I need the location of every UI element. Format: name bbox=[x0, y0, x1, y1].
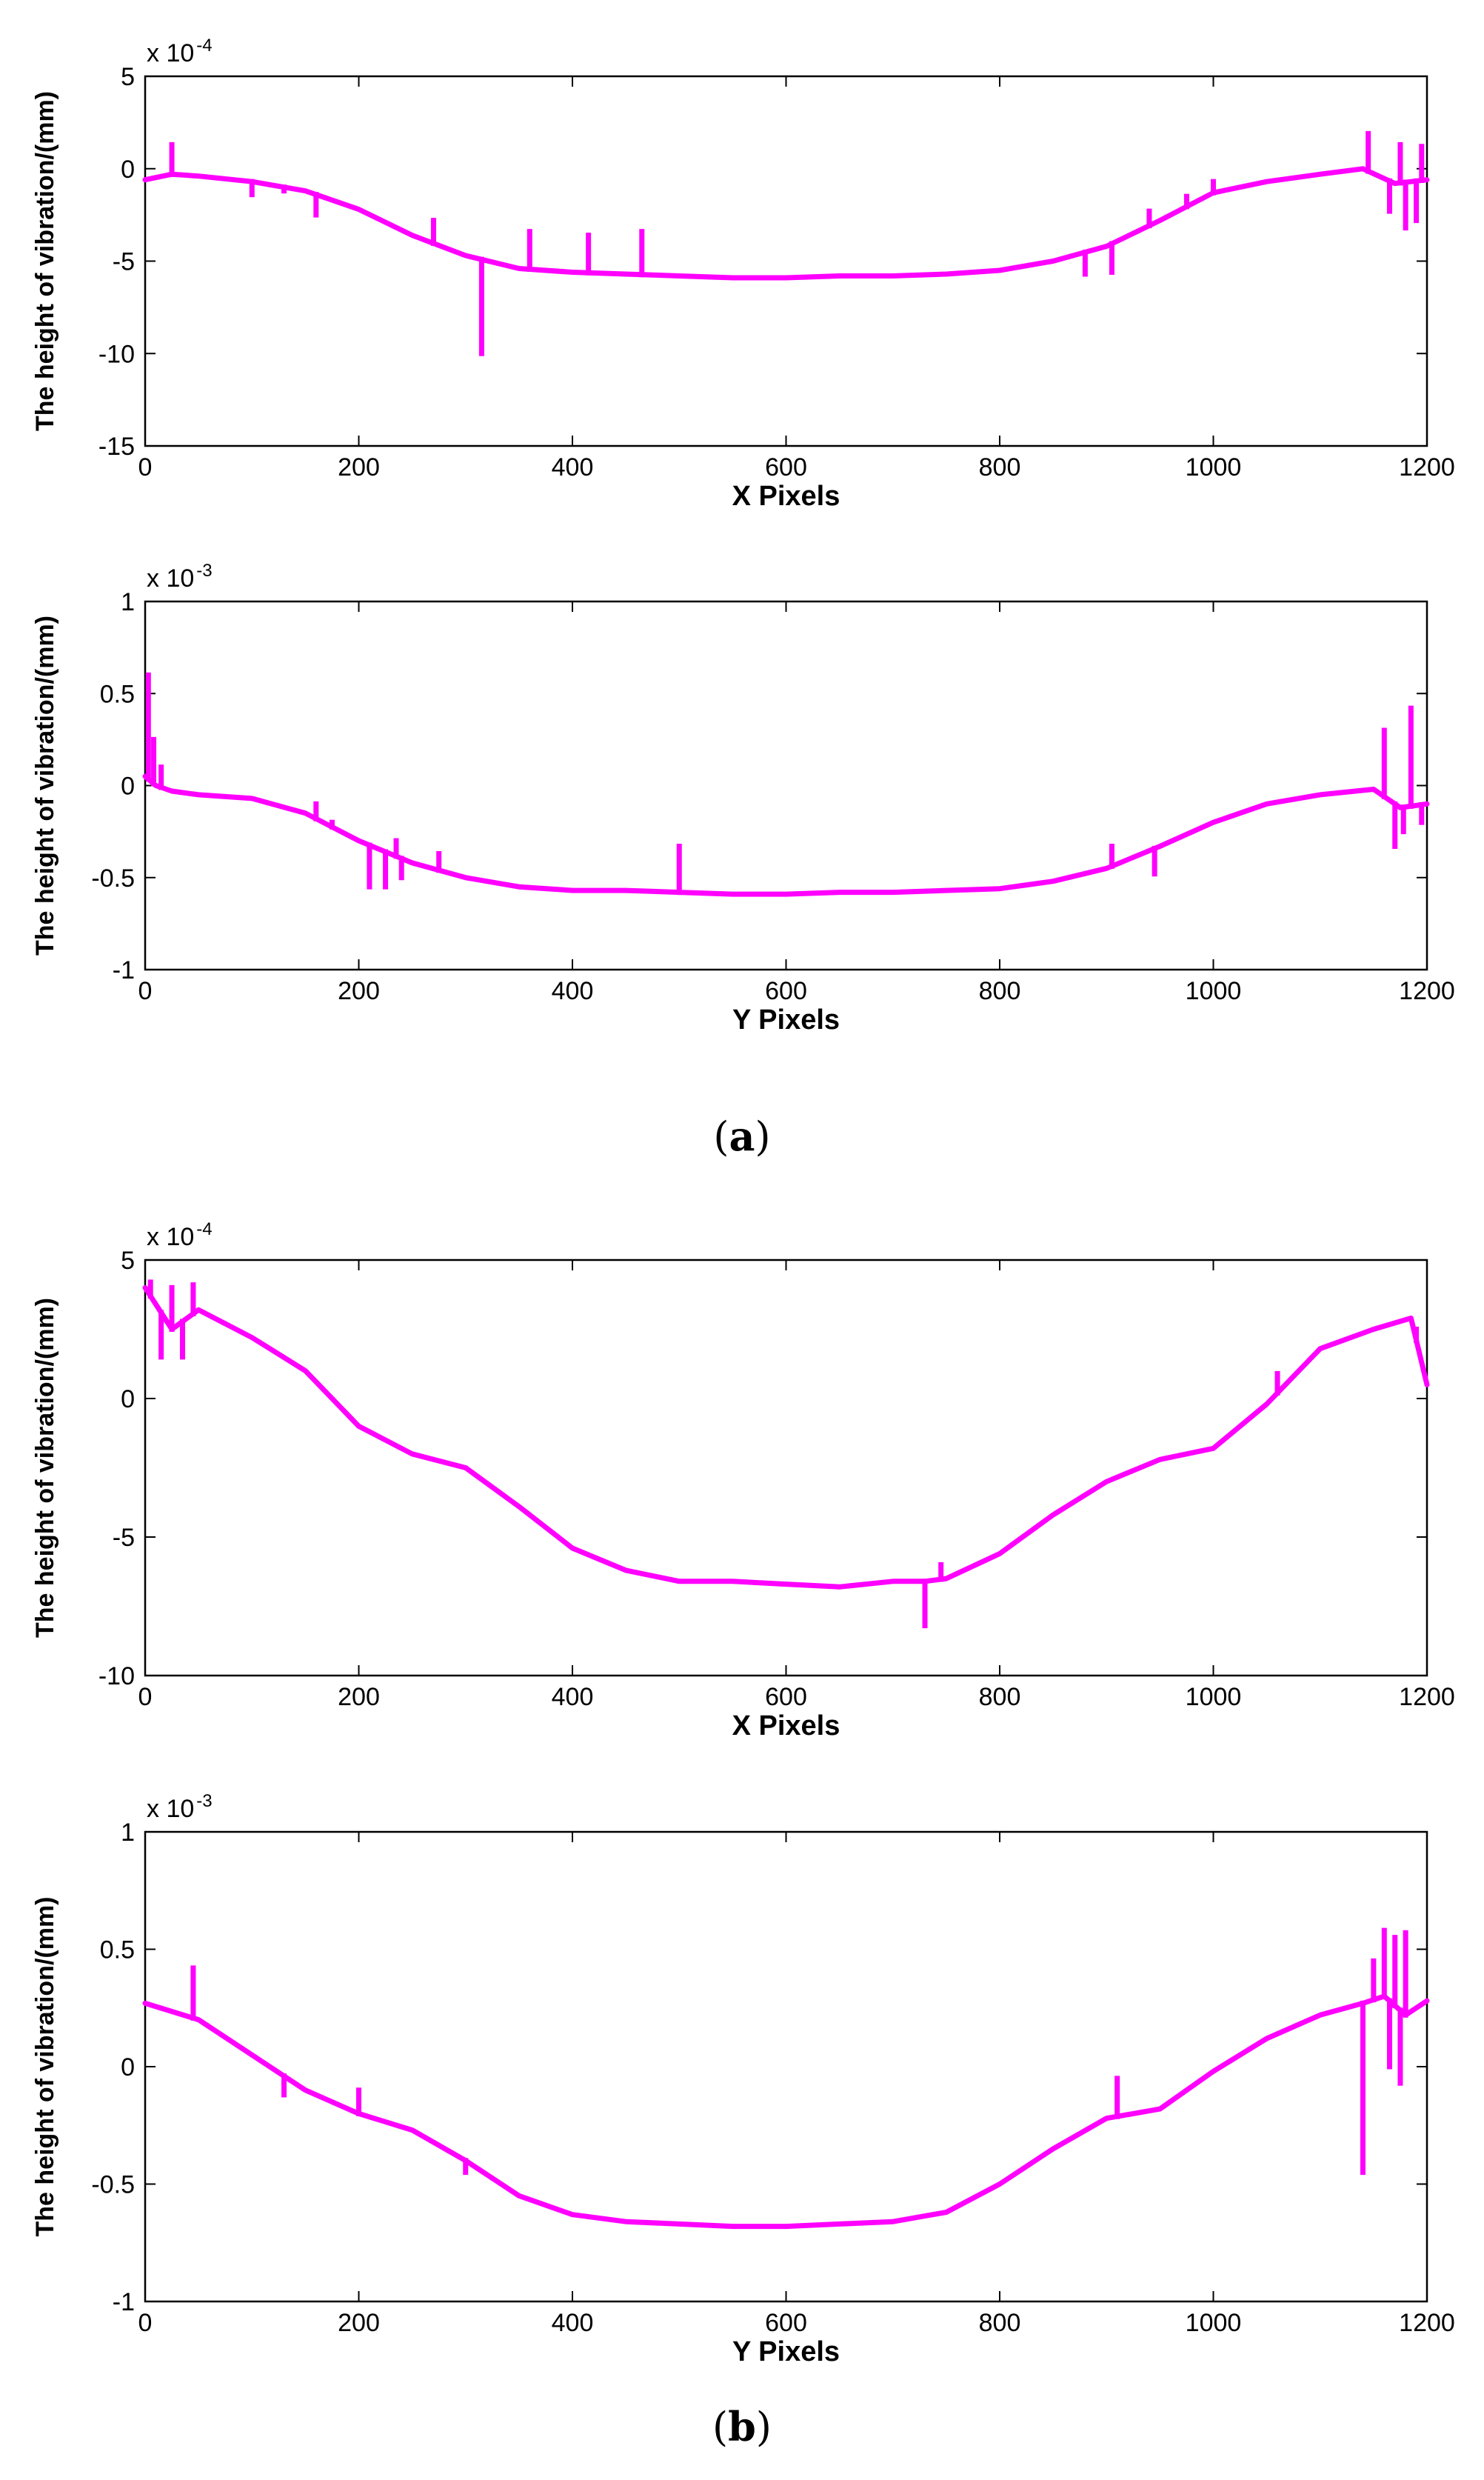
x-tick-label: 1200 bbox=[1399, 1683, 1455, 1711]
y-tick-label: 0 bbox=[121, 2053, 135, 2081]
chart-a-y: 0 200 400 600 800 1000 1200 -1 -0.5 0 0.5 1 x 10 -3 Y … bbox=[31, 561, 1455, 1036]
y-tick-label: -5 bbox=[113, 248, 135, 276]
axis-exponent-label: x 10 -4 bbox=[147, 36, 213, 67]
x-axis-label: Y Pixels bbox=[732, 2336, 840, 2367]
axis-exponent-label: x 10 -3 bbox=[147, 561, 213, 593]
y-tick-label: 5 bbox=[121, 1247, 135, 1275]
x-tick-label: 1200 bbox=[1399, 2309, 1455, 2337]
y-tick-label: -10 bbox=[98, 340, 135, 368]
x-tick-label: 0 bbox=[138, 1683, 153, 1711]
y-axis-label: The height of vibration/(mm) bbox=[31, 91, 59, 431]
x-tick-label: 800 bbox=[979, 2309, 1021, 2337]
series-line-vibration bbox=[142, 1284, 1430, 1590]
y-tick-label: -5 bbox=[113, 1524, 135, 1552]
y-tick-label: 0 bbox=[121, 156, 135, 184]
x-tick-label: 400 bbox=[552, 453, 594, 481]
x-tick-label: 1000 bbox=[1186, 2309, 1242, 2337]
x-tick-label: 200 bbox=[338, 977, 380, 1005]
x-tick-label: 200 bbox=[338, 2309, 380, 2337]
series-line-vibration bbox=[142, 773, 1430, 897]
y-tick-label: 1 bbox=[121, 1819, 135, 1847]
y-tick-label: -1 bbox=[113, 2288, 135, 2316]
y-axis-label: The height of vibration/(mm) bbox=[31, 1298, 59, 1638]
x-tick-label: 0 bbox=[138, 977, 153, 1005]
x-tick-label: 800 bbox=[979, 453, 1021, 481]
y-tick-label: 1 bbox=[121, 588, 135, 616]
plot-frame bbox=[144, 75, 1428, 447]
x-tick-label: 400 bbox=[552, 977, 594, 1005]
plot-frame bbox=[144, 1830, 1428, 2303]
x-tick-label: 200 bbox=[338, 453, 380, 481]
x-tick-label: 800 bbox=[979, 977, 1021, 1005]
x-tick-label: 0 bbox=[138, 2309, 153, 2337]
x-axis-label: Y Pixels bbox=[732, 1004, 840, 1036]
y-axis-label: The height of vibration/(mm) bbox=[31, 1897, 59, 2237]
x-axis-label: X Pixels bbox=[732, 481, 840, 512]
y-tick-label: -10 bbox=[98, 1662, 135, 1690]
x-tick-label: 400 bbox=[552, 2309, 594, 2337]
y-tick-label: 5 bbox=[121, 63, 135, 91]
x-tick-label: 1200 bbox=[1399, 977, 1455, 1005]
series-line-vibration bbox=[142, 1993, 1430, 2230]
plot-frame bbox=[144, 600, 1428, 971]
chart-a-x: 0 200 400 600 800 1000 1200 -15 -10 -5 0 5 x 10 -4 X P… bbox=[31, 36, 1455, 512]
x-tick-label: 0 bbox=[138, 453, 153, 481]
y-tick-label: -1 bbox=[113, 956, 135, 984]
panel-caption-b: (b) bbox=[712, 2403, 772, 2450]
axis-exponent-label: x 10 -3 bbox=[147, 1791, 213, 1823]
chart-b-x: 0 200 400 600 800 1000 1200 -10 -5 0 5 x 10 -4 X Pixe… bbox=[31, 1219, 1455, 1741]
y-tick-label: 0 bbox=[121, 773, 135, 801]
x-tick-label: 600 bbox=[765, 1683, 807, 1711]
x-axis-label: X Pixels bbox=[732, 1710, 840, 1741]
y-tick-label: 0.5 bbox=[100, 1936, 135, 1964]
x-tick-label: 400 bbox=[552, 1683, 594, 1711]
plot-frame bbox=[144, 1259, 1428, 1677]
x-tick-label: 600 bbox=[765, 2309, 807, 2337]
x-tick-label: 1000 bbox=[1186, 453, 1242, 481]
x-tick-label: 200 bbox=[338, 1683, 380, 1711]
y-axis-label: The height of vibration/(mm) bbox=[31, 616, 59, 956]
y-tick-label: 0 bbox=[121, 1385, 135, 1413]
y-tick-label: -0.5 bbox=[91, 2171, 135, 2199]
x-tick-label: 1200 bbox=[1399, 453, 1455, 481]
x-tick-label: 600 bbox=[765, 977, 807, 1005]
y-tick-label: -0.5 bbox=[91, 864, 135, 893]
series-line-vibration bbox=[142, 166, 1430, 281]
x-tick-label: 600 bbox=[765, 453, 807, 481]
chart-b-y: 0 200 400 600 800 1000 1200 -1 -0.5 0 0.5 1 x 10 -3 Y … bbox=[31, 1791, 1455, 2367]
x-tick-label: 1000 bbox=[1186, 1683, 1242, 1711]
y-tick-label: -15 bbox=[98, 433, 135, 461]
x-tick-label: 1000 bbox=[1186, 977, 1242, 1005]
y-tick-label: 0.5 bbox=[100, 680, 135, 708]
panel-caption-a: (a) bbox=[713, 1113, 770, 1160]
x-tick-label: 800 bbox=[979, 1683, 1021, 1711]
axis-exponent-label: x 10 -4 bbox=[147, 1219, 213, 1251]
